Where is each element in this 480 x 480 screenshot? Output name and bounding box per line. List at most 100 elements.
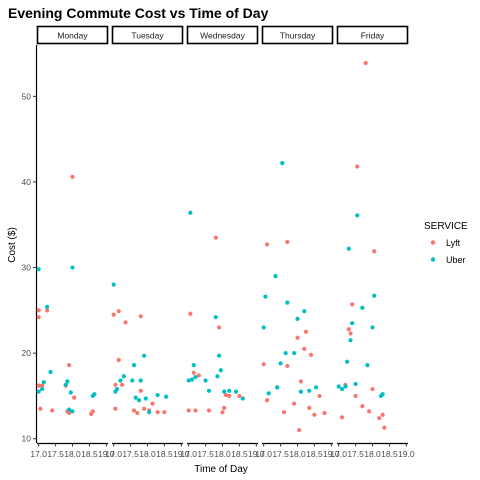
x-tick-label: 18.0 xyxy=(214,449,231,459)
data-point-lyft xyxy=(317,393,322,399)
data-point-uber xyxy=(345,359,350,364)
legend-key-uber xyxy=(430,257,436,262)
data-point-lyft xyxy=(367,409,372,414)
data-point-lyft xyxy=(213,235,218,240)
data-point-lyft xyxy=(264,398,270,403)
facet-strips: Monday Tuesday Wednesday Thursday Friday xyxy=(36,25,409,45)
data-point-lyft xyxy=(67,363,72,368)
x-tick-label: 18.0 xyxy=(364,449,381,459)
data-point-uber xyxy=(155,392,160,398)
x-tick-label: 18.0 xyxy=(64,449,81,459)
data-point-uber xyxy=(188,210,193,215)
data-point-uber xyxy=(191,363,196,368)
x-tick-label: 17.5 xyxy=(122,449,139,459)
data-point-lyft xyxy=(116,309,121,314)
x-tick-label: 17.0 xyxy=(180,449,197,459)
x-axes: 17.0 17.5 18.0 18.5 19.017.0 17.5 18.0 18.5 19.0… xyxy=(30,442,415,459)
data-point-uber xyxy=(266,391,271,396)
x-tick-label: 17.5 xyxy=(272,449,289,459)
x-tick-label: 18.5 xyxy=(381,449,398,459)
data-point-uber xyxy=(302,309,307,314)
data-point-lyft xyxy=(308,352,314,357)
data-point-uber xyxy=(222,389,227,394)
y-tick-label: 40 xyxy=(22,177,32,187)
y-tick-label: 10 xyxy=(22,434,32,444)
facet-strip-label: Wednesday xyxy=(200,31,245,41)
data-point-lyft xyxy=(72,395,77,400)
data-point-uber xyxy=(203,378,208,383)
y-axis-title: Cost ($) xyxy=(7,227,18,263)
data-point-uber xyxy=(114,386,120,392)
data-point-uber xyxy=(365,363,370,368)
data-point-lyft xyxy=(113,406,118,411)
data-point-lyft xyxy=(237,393,242,399)
data-point-uber xyxy=(355,213,360,218)
x-tick-label: 17.5 xyxy=(47,449,64,459)
data-point-uber xyxy=(213,315,218,320)
x-tick-label: 18.5 xyxy=(306,449,323,459)
data-point-lyft xyxy=(227,393,232,399)
data-point-lyft xyxy=(67,410,72,416)
data-point-uber xyxy=(370,325,375,330)
data-point-uber xyxy=(215,374,220,379)
data-point-uber xyxy=(142,353,147,358)
data-point-uber xyxy=(186,378,191,383)
data-point-lyft xyxy=(307,405,312,411)
data-point-lyft xyxy=(360,404,365,409)
data-point-uber xyxy=(36,389,41,394)
data-point-lyft xyxy=(355,164,360,169)
data-point-uber xyxy=(380,392,385,397)
data-point-lyft xyxy=(217,325,222,330)
data-point-lyft xyxy=(135,410,140,416)
data-point-uber xyxy=(285,300,290,305)
data-point-uber xyxy=(280,161,285,166)
x-tick-label: 18.5 xyxy=(231,449,248,459)
data-point-lyft xyxy=(193,408,198,413)
data-point-lyft xyxy=(70,174,75,179)
data-point-lyft xyxy=(350,302,355,307)
data-point-lyft xyxy=(292,401,297,406)
data-point-uber xyxy=(313,385,319,390)
x-tick-label: 19.0 xyxy=(323,449,340,459)
data-point-lyft xyxy=(36,315,41,320)
data-point-uber xyxy=(189,377,195,382)
data-point-lyft xyxy=(281,410,287,415)
y-tick-label: 30 xyxy=(22,263,32,273)
data-point-lyft xyxy=(380,412,385,417)
data-point-lyft xyxy=(50,408,55,413)
data-point-uber xyxy=(292,351,297,356)
facet-strip-wednesday xyxy=(186,25,259,45)
data-point-lyft xyxy=(131,408,137,413)
data-point-lyft xyxy=(285,363,290,369)
data-point-uber xyxy=(48,369,53,375)
data-point-lyft xyxy=(223,392,228,398)
data-point-uber xyxy=(283,351,288,356)
data-point-uber xyxy=(70,265,75,270)
legend-title: SERVICE xyxy=(424,221,468,232)
data-point-uber xyxy=(133,395,138,400)
facet-strip-tuesday xyxy=(111,25,184,45)
data-point-lyft xyxy=(285,239,290,244)
data-point-uber xyxy=(65,379,70,384)
facet-strip-monday xyxy=(36,25,109,45)
facet-strip-label: Tuesday xyxy=(131,31,164,41)
data-point-uber xyxy=(111,282,116,287)
data-point-lyft xyxy=(370,386,375,392)
x-tick-label: 18.0 xyxy=(139,449,156,459)
data-point-lyft xyxy=(120,382,125,387)
x-tick-label: 19.0 xyxy=(398,449,415,459)
facet-strip-label: Thursday xyxy=(280,31,316,41)
data-point-lyft xyxy=(138,314,143,319)
data-point-uber xyxy=(343,384,348,389)
chart-title: Evening Commute Cost vs Time of Day xyxy=(8,5,269,21)
data-point-uber xyxy=(131,363,137,368)
data-point-lyft xyxy=(38,406,43,411)
data-point-uber xyxy=(339,386,345,392)
data-point-lyft xyxy=(261,362,266,367)
y-tick-label: 20 xyxy=(22,348,32,358)
data-point-lyft xyxy=(138,388,143,393)
data-point-uber xyxy=(41,380,46,385)
data-point-uber xyxy=(307,388,312,393)
data-point-lyft xyxy=(123,320,128,325)
